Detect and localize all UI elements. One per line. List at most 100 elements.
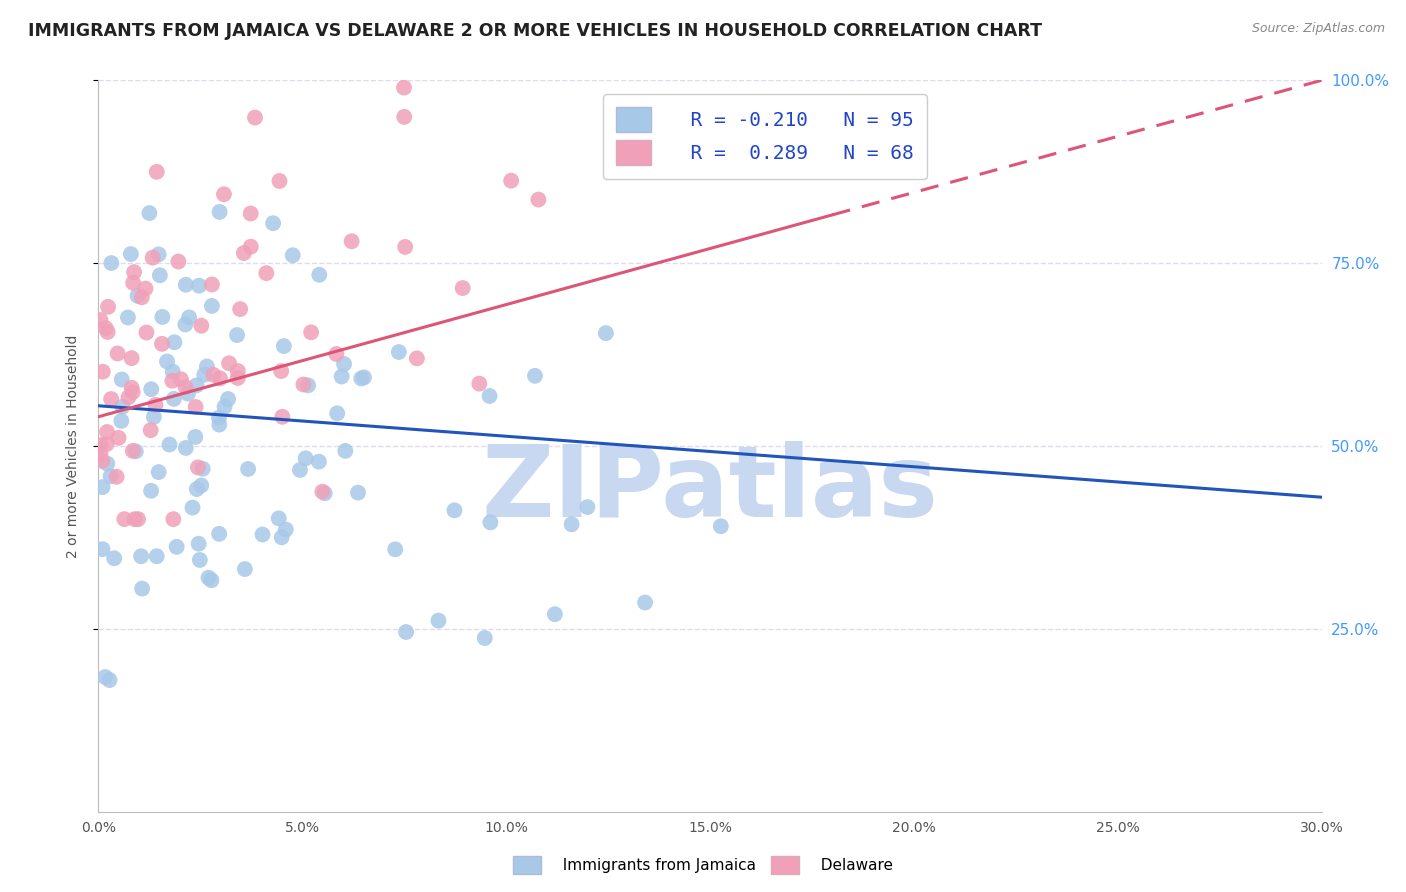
Point: [267, 511, 290, 525]
Point: [124, 512, 146, 526]
Point: [314, 486, 336, 500]
Point: [214, 400, 236, 414]
Point: [141, 382, 163, 396]
Point: [269, 174, 291, 188]
Point: [561, 517, 583, 532]
Point: [208, 410, 231, 425]
Point: [122, 443, 145, 458]
Point: [384, 542, 406, 557]
Point: [135, 326, 157, 340]
Legend:   Immigrants from Jamaica,   Delaware: Immigrants from Jamaica, Delaware: [508, 850, 898, 880]
Point: [479, 516, 502, 530]
Point: [478, 389, 501, 403]
Point: [111, 400, 134, 414]
Point: [96, 437, 118, 451]
Point: [226, 328, 249, 343]
Point: [212, 187, 235, 202]
Point: [326, 406, 349, 420]
Point: [208, 205, 231, 219]
Point: [94, 670, 117, 684]
Point: [233, 562, 256, 576]
Point: [174, 318, 197, 332]
Point: [122, 276, 145, 290]
Point: [288, 463, 311, 477]
Point: [468, 376, 491, 391]
Point: [202, 368, 225, 382]
Point: [170, 372, 193, 386]
Point: [200, 574, 222, 588]
Point: [162, 512, 184, 526]
Point: [110, 414, 132, 428]
Point: [138, 206, 160, 220]
Point: [163, 335, 186, 350]
Point: [121, 381, 143, 395]
Point: [145, 549, 167, 564]
Point: [112, 512, 135, 526]
Point: [333, 357, 356, 371]
Point: [191, 462, 214, 476]
Point: [91, 365, 114, 379]
Point: [308, 455, 330, 469]
Point: [634, 595, 657, 609]
Point: [97, 300, 120, 314]
Point: [134, 281, 156, 295]
Y-axis label: 2 or more Vehicles in Household: 2 or more Vehicles in Household: [66, 334, 80, 558]
Point: [262, 216, 284, 230]
Point: [443, 503, 465, 517]
Point: [89, 313, 111, 327]
Point: [149, 268, 172, 283]
Point: [527, 193, 550, 207]
Text: Source: ZipAtlas.com: Source: ZipAtlas.com: [1251, 22, 1385, 36]
Point: [142, 409, 165, 424]
Point: [100, 256, 122, 270]
Point: [406, 351, 429, 366]
Point: [208, 371, 231, 385]
Point: [145, 398, 167, 412]
Point: [186, 482, 208, 496]
Point: [243, 111, 266, 125]
Point: [217, 392, 239, 406]
Point: [197, 571, 219, 585]
Point: [292, 377, 315, 392]
Point: [226, 364, 249, 378]
Point: [325, 347, 347, 361]
Point: [187, 537, 209, 551]
Point: [218, 356, 240, 370]
Point: [394, 240, 416, 254]
Point: [190, 478, 212, 492]
Point: [100, 392, 122, 406]
Point: [91, 454, 114, 468]
Point: [311, 484, 333, 499]
Point: [184, 400, 207, 414]
Point: [177, 310, 200, 325]
Point: [127, 512, 149, 526]
Point: [91, 480, 114, 494]
Point: [236, 462, 259, 476]
Point: [201, 299, 224, 313]
Point: [229, 302, 252, 317]
Point: [145, 165, 167, 179]
Point: [347, 485, 370, 500]
Point: [89, 438, 111, 452]
Point: [576, 500, 599, 514]
Point: [156, 354, 179, 368]
Point: [710, 519, 733, 533]
Point: [392, 110, 416, 124]
Point: [181, 500, 204, 515]
Point: [103, 551, 125, 566]
Point: [232, 246, 254, 260]
Point: [451, 281, 474, 295]
Point: [174, 380, 197, 394]
Point: [193, 368, 215, 382]
Point: [129, 549, 152, 564]
Point: [163, 392, 186, 406]
Point: [107, 346, 129, 360]
Point: [122, 265, 145, 279]
Point: [226, 371, 249, 385]
Legend:   R = -0.210   N = 95,   R =  0.289   N = 68: R = -0.210 N = 95, R = 0.289 N = 68: [603, 94, 928, 178]
Point: [388, 345, 411, 359]
Point: [187, 460, 209, 475]
Point: [340, 234, 363, 248]
Point: [239, 240, 262, 254]
Point: [239, 206, 262, 220]
